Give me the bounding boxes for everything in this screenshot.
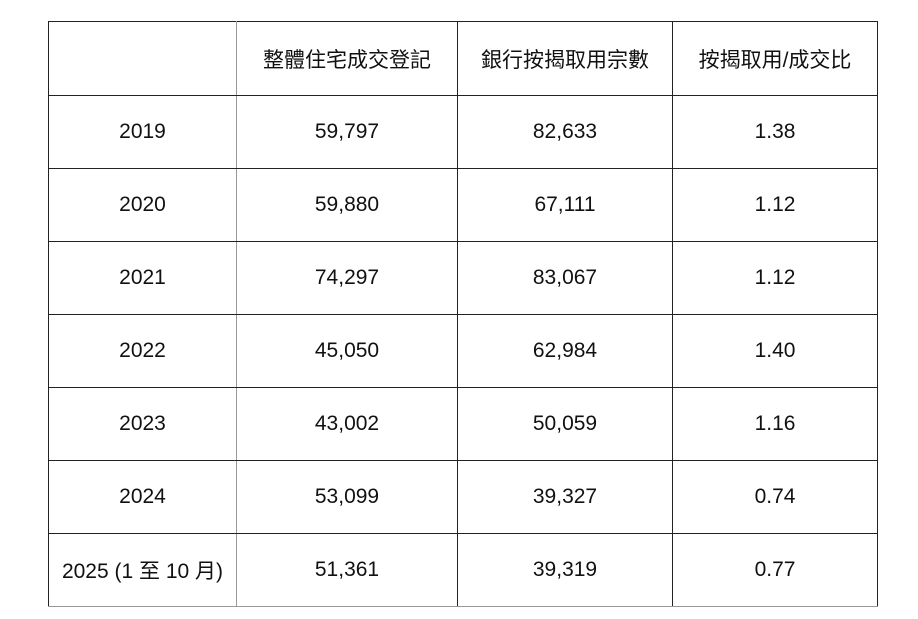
table-row: 2020 59,880 67,111 1.12 — [48, 168, 878, 242]
table-row: 2025 (1 至 10 月) 51,361 39,319 0.77 — [48, 533, 878, 607]
transactions-cell: 74,297 — [236, 241, 458, 315]
ratio-cell: 1.40 — [672, 314, 878, 388]
transactions-cell: 59,797 — [236, 95, 458, 169]
year-cell: 2021 — [48, 241, 237, 315]
table-row: 2023 43,002 50,059 1.16 — [48, 387, 878, 461]
ratio-cell: 0.74 — [672, 460, 878, 534]
header-row: 整體住宅成交登記 銀行按揭取用宗數 按揭取用/成交比 — [48, 21, 878, 96]
transactions-cell: 59,880 — [236, 168, 458, 242]
table-row: 2019 59,797 82,633 1.38 — [48, 95, 878, 169]
ratio-cell: 1.38 — [672, 95, 878, 169]
mortgages-cell: 50,059 — [457, 387, 673, 461]
table-row: 2024 53,099 39,327 0.74 — [48, 460, 878, 534]
ratio-cell: 1.16 — [672, 387, 878, 461]
transactions-cell: 53,099 — [236, 460, 458, 534]
transactions-cell: 45,050 — [236, 314, 458, 388]
ratio-cell: 1.12 — [672, 168, 878, 242]
header-transactions: 整體住宅成交登記 — [236, 21, 458, 96]
mortgages-cell: 39,319 — [457, 533, 673, 607]
mortgages-cell: 62,984 — [457, 314, 673, 388]
year-cell: 2025 (1 至 10 月) — [48, 533, 237, 607]
transactions-cell: 51,361 — [236, 533, 458, 607]
year-cell: 2020 — [48, 168, 237, 242]
ratio-cell: 1.12 — [672, 241, 878, 315]
header-year — [48, 21, 237, 96]
year-cell: 2019 — [48, 95, 237, 169]
year-cell: 2023 — [48, 387, 237, 461]
table-row: 2021 74,297 83,067 1.12 — [48, 241, 878, 315]
year-cell: 2024 — [48, 460, 237, 534]
mortgages-cell: 82,633 — [457, 95, 673, 169]
mortgages-cell: 83,067 — [457, 241, 673, 315]
ratio-cell: 0.77 — [672, 533, 878, 607]
year-cell: 2022 — [48, 314, 237, 388]
mortgage-transaction-table: 整體住宅成交登記 銀行按揭取用宗數 按揭取用/成交比 2019 59,797 82,… — [48, 21, 878, 607]
transactions-cell: 43,002 — [236, 387, 458, 461]
table-row: 2022 45,050 62,984 1.40 — [48, 314, 878, 388]
header-mortgages: 銀行按揭取用宗數 — [457, 21, 673, 96]
header-ratio: 按揭取用/成交比 — [672, 21, 878, 96]
mortgages-cell: 67,111 — [457, 168, 673, 242]
mortgages-cell: 39,327 — [457, 460, 673, 534]
